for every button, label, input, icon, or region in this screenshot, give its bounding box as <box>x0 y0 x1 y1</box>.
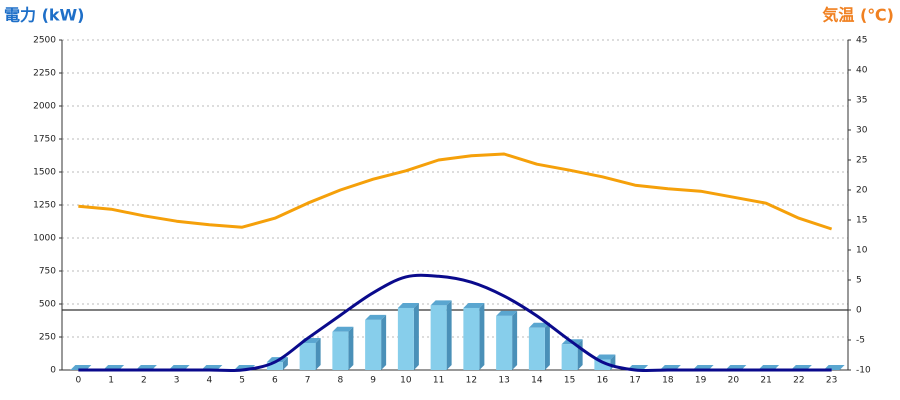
y2-tick-label: 10 <box>856 246 868 256</box>
x-tick-label: 7 <box>305 376 311 386</box>
y2-tick-label: -10 <box>856 366 871 376</box>
bar <box>528 327 545 370</box>
x-tick-label: 14 <box>531 376 543 386</box>
x-tick-label: 16 <box>597 376 609 386</box>
x-tick-label: 4 <box>207 376 213 386</box>
y-tick-label: 1000 <box>33 234 56 244</box>
x-tick-label: 18 <box>662 376 674 386</box>
bar-side <box>315 337 321 370</box>
bar <box>332 331 349 370</box>
x-tick-label: 0 <box>76 376 82 386</box>
bar-side <box>282 357 288 370</box>
bar <box>430 305 447 370</box>
x-tick-label: 2 <box>141 376 147 386</box>
y2-tick-label: 40 <box>856 66 868 76</box>
y2-tick-label: 35 <box>856 96 867 106</box>
x-tick-label: 22 <box>793 376 804 386</box>
bar-top <box>496 310 518 316</box>
bar <box>266 362 283 370</box>
y2-axis-title: 気温 (℃) <box>822 6 894 25</box>
x-tick-label: 1 <box>108 376 114 386</box>
bar <box>594 359 611 370</box>
y-tick-label: 2250 <box>33 69 56 79</box>
y-tick-label: 1750 <box>33 135 56 145</box>
bar <box>299 342 316 370</box>
x-tick-label: 10 <box>400 376 412 386</box>
x-tick-label: 19 <box>695 376 707 386</box>
y-tick-label: 2500 <box>33 36 56 46</box>
bar-top <box>332 326 354 332</box>
bar <box>561 344 578 370</box>
x-tick-label: 15 <box>564 376 575 386</box>
x-tick-label: 9 <box>370 376 376 386</box>
x-tick-label: 21 <box>760 376 771 386</box>
x-tick-label: 3 <box>174 376 180 386</box>
y2-tick-label: 45 <box>856 36 867 46</box>
x-tick-label: 11 <box>433 376 444 386</box>
x-tick-label: 12 <box>466 376 477 386</box>
x-tick-label: 5 <box>239 376 245 386</box>
y-tick-label: 2000 <box>33 102 56 112</box>
bar-side <box>381 314 387 370</box>
bar-top <box>463 302 485 308</box>
bar-top <box>365 314 387 320</box>
y-tick-label: 1500 <box>33 168 56 178</box>
bar <box>397 307 414 370</box>
bar-side <box>413 302 419 370</box>
y2-tick-label: -5 <box>856 336 865 346</box>
bar <box>365 319 382 370</box>
x-tick-label: 6 <box>272 376 278 386</box>
y2-tick-label: 15 <box>856 216 867 226</box>
y-tick-label: 0 <box>50 366 56 376</box>
x-tick-label: 13 <box>498 376 509 386</box>
bar <box>463 307 480 370</box>
bar-side <box>544 322 550 370</box>
bar <box>496 315 513 370</box>
bar-side <box>479 302 485 370</box>
y-tick-label: 500 <box>39 300 56 310</box>
x-tick-label: 17 <box>629 376 640 386</box>
bar-side <box>446 300 452 370</box>
y-axis-title: 電力 (kW) <box>4 6 85 25</box>
y2-tick-label: 5 <box>856 276 862 286</box>
x-tick-label: 8 <box>338 376 344 386</box>
bar-top <box>397 302 419 308</box>
x-tick-label: 23 <box>826 376 837 386</box>
bar-side <box>512 310 518 370</box>
y2-tick-label: 0 <box>856 306 862 316</box>
bar-top <box>528 322 550 328</box>
y-tick-label: 750 <box>39 267 56 277</box>
y2-tick-label: 30 <box>856 126 868 136</box>
bar-top <box>594 354 616 360</box>
bar-side <box>577 339 583 370</box>
y-tick-label: 1250 <box>33 201 56 211</box>
bar-top <box>430 300 452 306</box>
x-tick-label: 20 <box>728 376 740 386</box>
y2-tick-label: 25 <box>856 156 867 166</box>
line <box>78 152 833 231</box>
y-tick-label: 250 <box>39 333 56 343</box>
y2-tick-label: 20 <box>856 186 868 196</box>
line <box>78 273 832 373</box>
bar-side <box>348 326 354 370</box>
